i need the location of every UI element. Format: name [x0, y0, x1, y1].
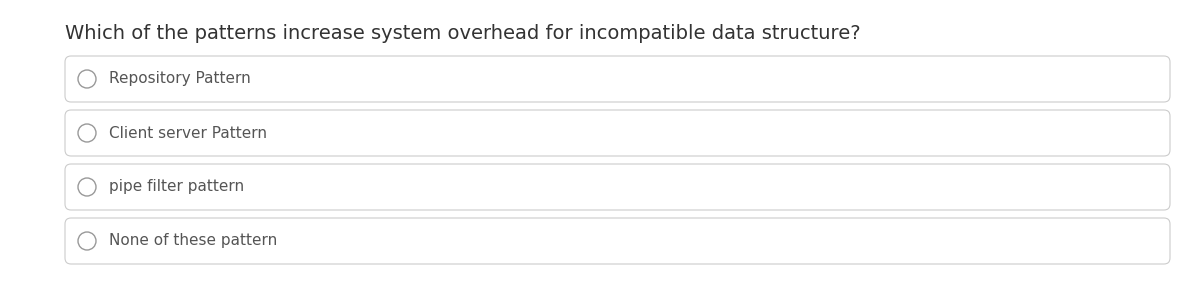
Ellipse shape	[78, 70, 96, 88]
Text: Client server Pattern: Client server Pattern	[109, 126, 266, 141]
FancyBboxPatch shape	[65, 218, 1170, 264]
FancyBboxPatch shape	[65, 56, 1170, 102]
FancyBboxPatch shape	[65, 164, 1170, 210]
Text: pipe filter pattern: pipe filter pattern	[109, 180, 244, 195]
Text: Which of the patterns increase system overhead for incompatible data structure?: Which of the patterns increase system ov…	[65, 24, 860, 43]
Text: Repository Pattern: Repository Pattern	[109, 71, 251, 86]
Text: None of these pattern: None of these pattern	[109, 233, 277, 248]
Ellipse shape	[78, 178, 96, 196]
Ellipse shape	[78, 232, 96, 250]
FancyBboxPatch shape	[65, 110, 1170, 156]
Ellipse shape	[78, 124, 96, 142]
